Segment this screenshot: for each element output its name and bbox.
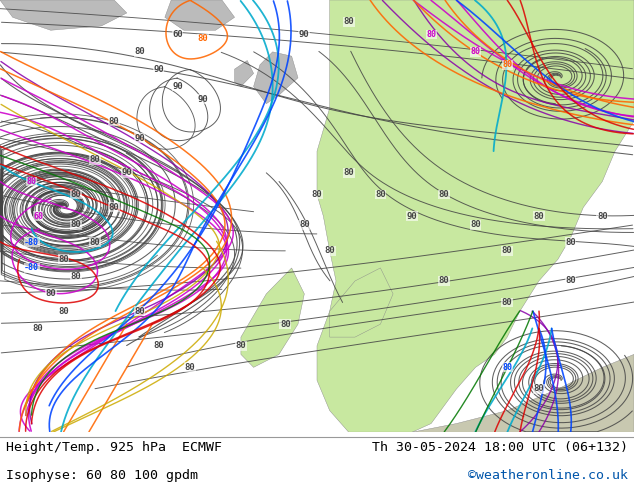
Text: 90: 90: [153, 65, 164, 74]
Text: 80: 80: [566, 276, 576, 285]
Text: 80: 80: [534, 212, 544, 220]
Text: 80: 80: [109, 203, 119, 212]
Text: 80: 80: [439, 190, 449, 199]
Text: 80: 80: [153, 341, 164, 350]
Text: ©weatheronline.co.uk: ©weatheronline.co.uk: [468, 469, 628, 482]
Text: 80: 80: [71, 272, 81, 281]
Text: 80: 80: [27, 177, 37, 186]
Text: -80: -80: [24, 238, 39, 246]
Text: 80: 80: [325, 246, 335, 255]
Text: 80: 80: [280, 319, 290, 329]
Text: Isophyse: 60 80 100 gpdm: Isophyse: 60 80 100 gpdm: [6, 469, 198, 482]
Polygon shape: [254, 52, 298, 104]
Text: 80: 80: [439, 276, 449, 285]
Polygon shape: [330, 268, 393, 337]
Text: 90: 90: [407, 212, 417, 220]
Text: 80: 80: [470, 48, 481, 56]
Text: 90: 90: [198, 95, 208, 104]
Polygon shape: [0, 0, 127, 30]
Text: 80: 80: [534, 385, 544, 393]
Text: 80: 80: [502, 363, 512, 372]
Polygon shape: [241, 268, 304, 368]
Text: 60: 60: [33, 212, 43, 220]
Polygon shape: [165, 0, 235, 30]
Text: 80: 80: [299, 220, 309, 229]
Text: Height/Temp. 925 hPa  ECMWF: Height/Temp. 925 hPa ECMWF: [6, 441, 223, 454]
Text: 80: 80: [470, 220, 481, 229]
Text: 80: 80: [426, 30, 436, 39]
Text: 80: 80: [134, 48, 145, 56]
Text: 80: 80: [198, 34, 208, 44]
Polygon shape: [235, 60, 254, 86]
Text: 80: 80: [134, 307, 145, 316]
Text: 80: 80: [375, 190, 385, 199]
Text: 80: 80: [597, 212, 607, 220]
Text: 80: 80: [502, 246, 512, 255]
Polygon shape: [380, 0, 456, 65]
Text: 80: 80: [502, 298, 512, 307]
Text: 80: 80: [90, 155, 100, 165]
Text: 80: 80: [71, 220, 81, 229]
Text: 80: 80: [185, 363, 195, 372]
Text: 80: 80: [344, 169, 354, 177]
Text: 80: 80: [71, 190, 81, 199]
Text: 90: 90: [172, 82, 183, 91]
Text: 80: 80: [502, 60, 512, 69]
Text: 90: 90: [122, 169, 132, 177]
Text: 80: 80: [33, 324, 43, 333]
Text: 80: 80: [46, 290, 56, 298]
Text: 90: 90: [299, 30, 309, 39]
Polygon shape: [317, 0, 634, 432]
Text: 80: 80: [90, 238, 100, 246]
Polygon shape: [349, 354, 634, 432]
Text: 80: 80: [58, 255, 68, 264]
Text: 60: 60: [172, 30, 183, 39]
Text: 80: 80: [566, 238, 576, 246]
Text: 80: 80: [344, 17, 354, 26]
Text: 80: 80: [109, 117, 119, 125]
Text: -80: -80: [24, 264, 39, 272]
Text: Th 30-05-2024 18:00 UTC (06+132): Th 30-05-2024 18:00 UTC (06+132): [372, 441, 628, 454]
Text: 90: 90: [134, 134, 145, 143]
Text: 80: 80: [312, 190, 322, 199]
Text: 80: 80: [236, 341, 246, 350]
Text: 80: 80: [58, 307, 68, 316]
